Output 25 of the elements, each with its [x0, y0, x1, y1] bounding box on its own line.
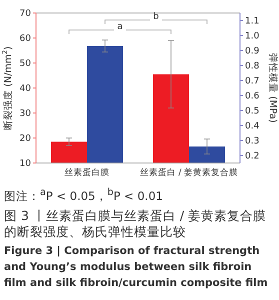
y2-tick-label: 0.6 [245, 92, 260, 102]
y-tick-label: 20 [20, 134, 32, 144]
y-tick-label: 70 [20, 9, 32, 19]
y-tick-label: 30 [20, 109, 32, 119]
x-tick-label: 丝素蛋白膜 [64, 167, 110, 178]
y2-tick-label: 0.3 [245, 136, 260, 146]
annotation: b [153, 12, 160, 22]
y-tick-label: 50 [20, 59, 32, 69]
y-tick-label: 10 [20, 159, 32, 169]
y-tick-label: 40 [20, 84, 32, 94]
x-tick-label: 丝素蛋白 / 姜黄素复合膜 [140, 167, 238, 178]
text: 图注：$^{a}$P < 0.05，$^{b}$P < 0.01 [4, 187, 164, 204]
y2-tick-label: 0.5 [245, 106, 260, 116]
annotation: a [117, 22, 123, 32]
y-tick-label: 60 [20, 34, 32, 44]
y2-tick-label: 0.8 [245, 62, 260, 72]
y2-axis-title: 弹性模量 (MPa) [267, 53, 279, 123]
y2-tick-label: 0.9 [245, 46, 260, 56]
y2-tick-label: 0.7 [245, 76, 260, 86]
y2-tick-label: 1.1 [245, 16, 260, 26]
y2-tick-label: 1.0 [245, 32, 260, 42]
y2-tick-label: 0.2 [245, 152, 260, 162]
caption: Figure 3 | Comparison of fractural strength and Young’s modulus between silk fibroin film and silk fibroin/curcumin composite film [4, 244, 269, 291]
caption: 图 3 丨丝素蛋白膜与丝素蛋白 / 姜黄素复合膜的断裂强度、杨氏弹性模量比较 [4, 208, 268, 240]
y2-tick-label: 0.4 [245, 122, 260, 132]
